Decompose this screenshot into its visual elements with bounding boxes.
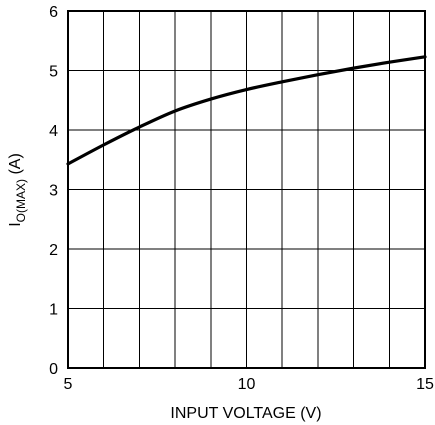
y-axis-label-subscript: O(MAX) [14,179,28,222]
y-tick-label: 1 [49,302,58,319]
series-line [66,55,427,166]
y-axis-label: IO(MAX) (A) [7,153,28,227]
x-tick-label: 5 [64,376,73,393]
x-tick-label: 15 [416,376,434,393]
plot-frame [67,10,426,369]
y-tick-label: 6 [49,4,58,21]
y-axis-label-main: I [7,222,24,226]
y-tick-label: 3 [49,183,58,200]
y-tick-label: 0 [49,361,58,378]
y-axis-label-unit: (A) [7,153,24,179]
y-tick-label: 5 [49,64,58,81]
x-axis-label: INPUT VOLTAGE (V) [170,405,321,422]
x-tick-label: 10 [238,376,256,393]
x-tick-labels: 5 10 15 [64,376,434,393]
y-tick-labels: 0 1 2 3 4 5 6 [49,4,58,378]
y-tick-label: 2 [49,242,58,259]
y-tick-label: 4 [49,123,58,140]
